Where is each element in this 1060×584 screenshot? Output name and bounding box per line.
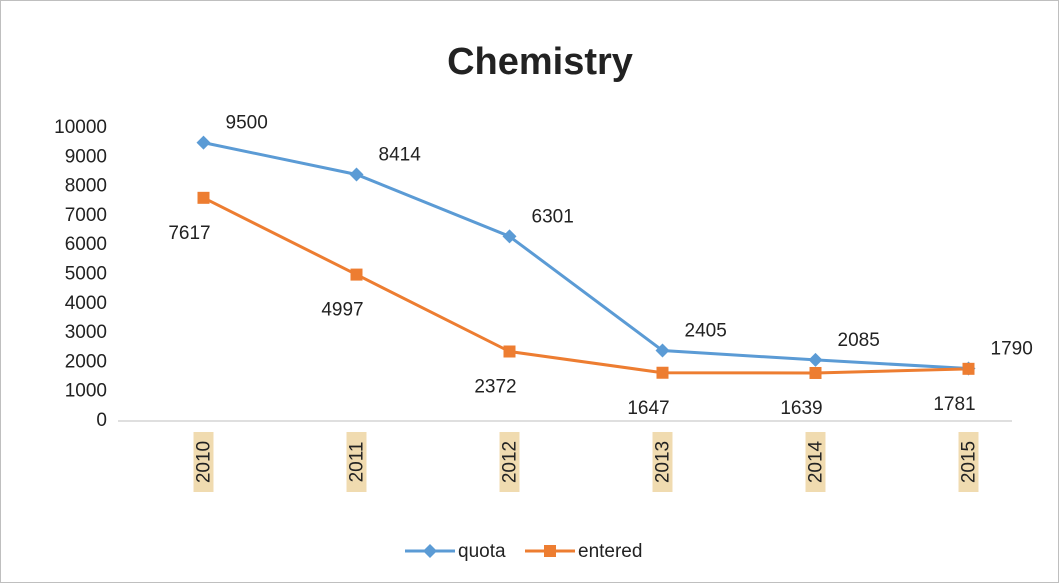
x-tick-label: 2010 (194, 441, 215, 483)
y-tick-label: 9000 (65, 146, 107, 167)
y-tick-label: 8000 (65, 176, 107, 197)
data-point (502, 229, 517, 244)
series-line (203, 141, 969, 371)
data-label: 2085 (838, 330, 880, 351)
x-tick: 2013 (652, 432, 674, 492)
data-point (655, 343, 670, 358)
data-label: 6301 (532, 206, 574, 227)
x-tick: 2015 (958, 432, 980, 492)
data-point (808, 352, 823, 367)
x-tick-highlight (499, 432, 520, 492)
x-tick-highlight (346, 432, 367, 492)
data-label: 7617 (168, 223, 210, 244)
data-label: 2405 (685, 321, 727, 342)
data-point (656, 366, 669, 379)
y-tick-label: 3000 (65, 322, 107, 343)
series-line (202, 196, 969, 375)
chart-title: Chemistry (447, 41, 633, 83)
data-label: 9500 (226, 113, 268, 134)
data-point (503, 345, 516, 358)
x-tick-highlight (652, 432, 673, 492)
y-tick-label: 1000 (65, 381, 107, 402)
legend-label: quota (458, 541, 506, 562)
x-tick-label: 2014 (806, 440, 827, 483)
data-label: 4997 (321, 300, 363, 321)
legend-label: entered (578, 541, 642, 562)
legend-marker (544, 545, 556, 557)
data-point (962, 362, 975, 375)
x-tick: 2014 (805, 432, 827, 492)
x-tick: 2011 (346, 432, 368, 492)
y-tick-label: 4000 (65, 293, 107, 314)
y-tick-label: 2000 (65, 351, 107, 372)
x-tick-label: 2015 (959, 441, 980, 483)
x-tick-highlight (805, 432, 826, 492)
y-tick-label: 0 (96, 410, 107, 431)
x-tick-label: 2012 (500, 441, 521, 483)
data-label: 1639 (780, 398, 822, 419)
data-point (197, 191, 210, 204)
y-tick-label: 5000 (65, 264, 107, 285)
x-tick: 2010 (193, 432, 215, 492)
y-tick-label: 10000 (54, 117, 107, 138)
y-tick-label: 7000 (65, 205, 107, 226)
y-tick-label: 6000 (65, 234, 107, 255)
data-label: 8414 (379, 144, 422, 165)
x-tick-highlight (958, 432, 979, 492)
data-label: 1790 (991, 339, 1033, 360)
data-point (196, 135, 211, 150)
legend-marker (423, 544, 437, 558)
x-tick-label: 2013 (653, 441, 674, 483)
data-point (350, 268, 363, 281)
x-tick-highlight (193, 432, 214, 492)
x-tick: 2012 (499, 432, 521, 492)
data-label: 1781 (933, 394, 975, 415)
data-point (349, 167, 364, 182)
data-label: 2372 (474, 377, 516, 398)
data-point (809, 366, 822, 379)
data-label: 1647 (627, 398, 669, 419)
x-tick-label: 2011 (347, 442, 368, 483)
